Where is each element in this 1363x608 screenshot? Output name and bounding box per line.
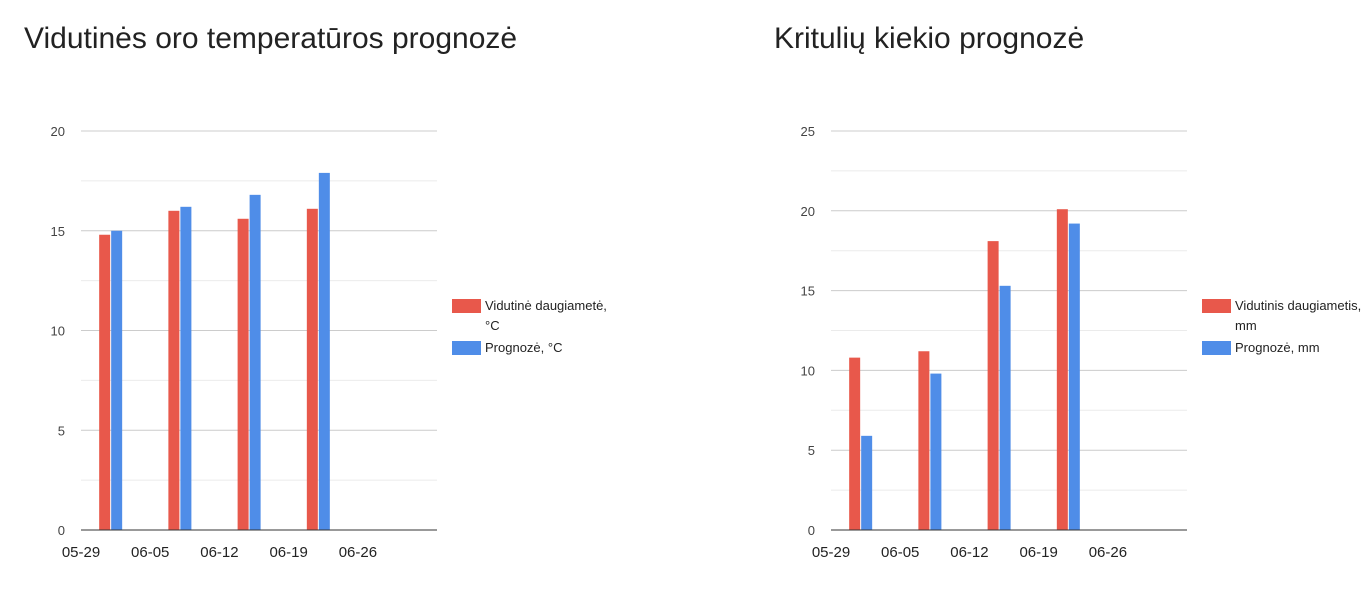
- temp-x-tick-label: 06-26: [339, 544, 377, 561]
- legend-label-precip-forecast: Prognozė, mm: [1235, 340, 1320, 355]
- temp-bar-series0-3: [306, 208, 318, 530]
- precip-y-tick-label: 15: [801, 284, 815, 299]
- temp-bar-series0-2: [237, 218, 249, 530]
- temperature-chart-legend: Vidutinė daugiametė, °C Prognozė, °C: [452, 296, 612, 360]
- precip-y-tick-label: 5: [808, 443, 815, 458]
- precip-x-tick-label: 06-19: [1019, 544, 1057, 561]
- precip-y-tick-label: 20: [801, 204, 815, 219]
- legend-swatch-temp-historical: [452, 299, 481, 313]
- precip-bar-series0-1: [918, 351, 930, 530]
- legend-swatch-temp-forecast: [452, 341, 481, 355]
- precip-bar-series1-1: [930, 373, 942, 530]
- precip-x-tick-label: 06-05: [881, 544, 919, 561]
- temp-x-tick-label: 06-05: [131, 544, 169, 561]
- precip-bar-series1-2: [999, 285, 1011, 530]
- temp-bar-series0-1: [168, 210, 180, 531]
- temp-x-tick-label: 05-29: [62, 544, 100, 561]
- temp-bar-series0-0: [99, 234, 111, 531]
- precipitation-chart-legend: Vidutinis daugiametis, mm Prognozė, mm: [1202, 296, 1362, 360]
- temp-y-tick-label: 15: [51, 224, 65, 239]
- legend-item-precip-historical[interactable]: Vidutinis daugiametis, mm: [1202, 296, 1362, 336]
- temperature-chart-plot: 0 5 10 15 20 05-29 06-05 06-12 06-19 06-26: [51, 124, 437, 561]
- precip-bar-series1-3: [1068, 223, 1080, 530]
- temp-x-tick-label: 06-12: [200, 544, 238, 561]
- temperature-chart-title: Vidutinės oro temperatūros prognozė: [24, 22, 518, 55]
- legend-label-precip-historical: Vidutinis daugiametis, mm: [1235, 298, 1362, 333]
- precip-y-tick-label: 25: [801, 124, 815, 139]
- temperature-chart: Vidutinės oro temperatūros prognozė 0 5 10…: [0, 0, 607, 608]
- legend-item-precip-forecast[interactable]: Prognozė, mm: [1202, 338, 1362, 358]
- precip-y-tick-label: 0: [808, 523, 815, 538]
- legend-label-temp-forecast: Prognozė, °C: [485, 340, 563, 355]
- precip-x-tick-label: 05-29: [812, 544, 850, 561]
- temp-y-tick-label: 5: [58, 423, 65, 438]
- legend-label-temp-historical: Vidutinė daugiametė, °C: [485, 298, 607, 333]
- temp-y-tick-label: 10: [51, 324, 65, 339]
- temp-bar-series1-1: [180, 206, 192, 530]
- precip-bar-series0-0: [849, 357, 861, 530]
- precip-bar-series0-3: [1056, 209, 1068, 531]
- precip-bar-series1-0: [861, 435, 873, 530]
- legend-swatch-precip-historical: [1202, 299, 1231, 313]
- precip-x-tick-label: 06-12: [950, 544, 988, 561]
- precip-bar-series0-2: [987, 241, 999, 530]
- temp-bar-series1-2: [249, 194, 261, 530]
- legend-item-temp-forecast[interactable]: Prognozė, °C: [452, 338, 612, 358]
- precip-y-tick-label: 10: [801, 363, 815, 378]
- temp-y-tick-label: 0: [58, 523, 65, 538]
- precipitation-chart-title: Kritulių kiekio prognozė: [774, 22, 1085, 55]
- precipitation-chart-plot: 0 5 10 15 20 25 05-29 06-05 06-12 06-19 06-26: [801, 124, 1187, 561]
- temp-bar-series1-0: [111, 230, 123, 530]
- precipitation-chart: Kritulių kiekio prognozė 0 5 10 15 20 25 05-29…: [750, 0, 1361, 608]
- legend-swatch-precip-forecast: [1202, 341, 1231, 355]
- legend-item-temp-historical[interactable]: Vidutinė daugiametė, °C: [452, 296, 612, 336]
- temp-bar-series1-3: [318, 172, 330, 530]
- precip-x-tick-label: 06-26: [1089, 544, 1127, 561]
- temp-y-tick-label: 20: [51, 124, 65, 139]
- temp-x-tick-label: 06-19: [269, 544, 307, 561]
